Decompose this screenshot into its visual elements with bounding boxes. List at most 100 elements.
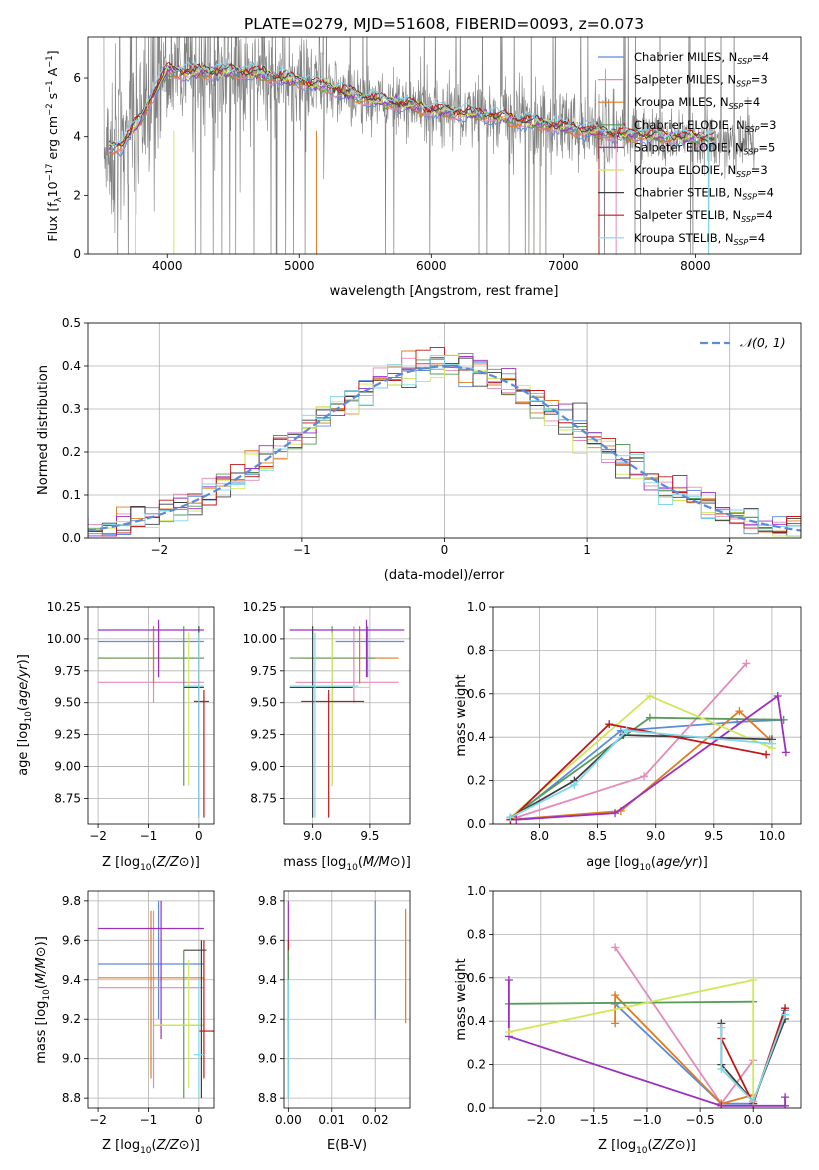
label-part: M/M⊙ [363, 855, 401, 870]
y-tick-label: 9.00 [250, 760, 277, 774]
legend-label: Chabrier STELIB, NSSP=4 [634, 186, 774, 202]
y-tick-label: 0.2 [62, 445, 81, 459]
y-label-part: erg cm [45, 116, 60, 164]
legend-text: =4 [748, 231, 765, 245]
label-sub: 10 [140, 1146, 152, 1156]
x-axis-label: E(B-V) [327, 1138, 367, 1153]
axes-spectrum: 4000 5000 6000 7000 8000 0 2 4 6 wavelength [Angs… [45, 36, 802, 299]
legend-text: =5 [758, 140, 775, 154]
ticks: 4000 5000 6000 7000 8000 0 2 4 6 [73, 71, 710, 273]
axes-age-vs-mass: 9.0 9.5 8.75 9.00 9.25 9.50 9.75 10.00 10.25 mass… [243, 600, 411, 873]
label-part: Z/Z⊙ [652, 1138, 686, 1153]
legend-label: Salpeter MILES, NSSP=3 [634, 73, 768, 89]
ticks: −2 −1 0 8.75 9.00 9.25 9.50 9.75 10.00 10.25 [47, 600, 203, 843]
normal-curve [88, 365, 801, 532]
x-tick-label: 8.0 [530, 829, 549, 843]
axes-weight-vs-Z: −2.0 −1.5 −1.0 −0.5 0.0 0.0 0.2 0.4 0.6 0.8 1.0 mas… [454, 884, 802, 1156]
y-tick-label: 9.00 [54, 760, 81, 774]
y-tick-label: 10.25 [243, 600, 277, 614]
y-tick-label: 8.75 [54, 791, 81, 805]
y-tick-label: 0.3 [62, 402, 81, 416]
x-tick-label: 0.01 [318, 1113, 345, 1127]
weight-marker [611, 991, 620, 1000]
weight-marker [781, 748, 790, 757]
weight-marker [742, 659, 751, 668]
weight-line-salpeter-elodie [516, 694, 787, 821]
axes-weight-vs-age: 8.0 8.5 9.0 9.5 10.0 0.0 0.2 0.4 0.6 0.8 1.0 mass w… [454, 600, 802, 873]
legend-label: Salpeter STELIB, NSSP=4 [634, 208, 773, 224]
x-tick-label: 2 [726, 543, 734, 557]
weight-marker [749, 1097, 758, 1106]
axes-frame [283, 890, 411, 1109]
plot-area [98, 619, 209, 818]
weight-marker [735, 707, 744, 716]
y-label-part: −1 [45, 55, 55, 68]
legend-text: Salpeter MILES, N [634, 73, 736, 87]
ticks: 0.00 0.01 0.02 8.8 9.0 9.2 9.4 9.6 9.8 [258, 894, 389, 1127]
y-tick-label: 9.4 [62, 973, 81, 987]
x-tick-label: −1 [293, 543, 311, 557]
y-tick-label: 0.0 [62, 531, 81, 545]
y-axis-label: mass [log10(M/M⊙)] [34, 936, 52, 1064]
label-part: )] [401, 855, 411, 870]
weight-marker [781, 1093, 790, 1102]
legend-text: =4 [752, 50, 769, 64]
label-part: ( [152, 855, 157, 870]
plot-area [88, 346, 801, 537]
plot-area [98, 900, 214, 1099]
label-part: Z/Z⊙ [156, 855, 190, 870]
label-part: Z [log [102, 1138, 140, 1153]
label-part: ( [16, 706, 31, 711]
weight-marker [749, 975, 758, 984]
model-line-kroupa-elodie [108, 64, 715, 148]
weight-marker [645, 713, 654, 722]
label-part: age [log [16, 723, 31, 776]
label-part: )] [698, 855, 708, 870]
y-label-part: λ [54, 197, 64, 202]
model-line-kroupa-stelib [108, 60, 715, 149]
weight-marker [605, 720, 614, 729]
legend-text: Kroupa ELODIE, N [634, 163, 736, 177]
x-axis-label: Z [log10(Z/Z⊙)] [598, 1138, 696, 1156]
x-tick-label: −2.0 [526, 1113, 555, 1127]
x-tick-label: 0.0 [744, 1113, 763, 1127]
weight-marker [645, 691, 654, 700]
y-axis-label: mass weight [454, 958, 469, 1040]
label-sub: 10 [42, 989, 52, 1001]
legend-text: =4 [743, 95, 760, 109]
model-line-salpeter-miles [108, 69, 715, 155]
y-tick-label: 9.4 [258, 973, 277, 987]
figure-title: PLATE=0279, MJD=51608, FIBERID=0093, z=0… [244, 15, 644, 33]
label-part: age/yr [656, 855, 699, 870]
label-part: M/M⊙ [34, 946, 49, 984]
legend-text: =3 [751, 163, 768, 177]
legend-text: Kroupa STELIB, N [634, 231, 734, 245]
y-tick-label: 0.4 [467, 1014, 486, 1028]
y-tick-label: 0.4 [62, 359, 81, 373]
axes-age-vs-Z: −2 −1 0 8.75 9.00 9.25 9.50 9.75 10.00 10.25 Z [lo… [16, 600, 215, 873]
y-tick-label: 9.0 [62, 1052, 81, 1066]
x-tick-label: 9.5 [360, 829, 379, 843]
model-line-kroupa-miles [108, 67, 715, 157]
y-tick-label: 9.50 [54, 696, 81, 710]
weight-line-chabrier-elodie [508, 1000, 754, 1005]
y-label-part: −1 [45, 80, 55, 93]
axes-frame [87, 36, 802, 255]
histogram-kroupa-stelib [88, 354, 801, 533]
label-sub: 10 [639, 863, 651, 873]
y-tick-label: 2 [73, 188, 81, 202]
y-tick-label: 10.25 [47, 600, 81, 614]
legend-sub: SSP [736, 170, 751, 179]
x-axis-label: Z [log10(Z/Z⊙)] [102, 855, 200, 873]
legend-sub: SSP [745, 125, 760, 134]
y-tick-label: 1.0 [467, 884, 486, 898]
label-part: Z/Z⊙ [156, 1138, 190, 1153]
label-part: ( [648, 1138, 653, 1153]
weight-marker [611, 809, 620, 818]
plot-area [287, 900, 407, 1099]
legend-text: Salpeter ELODIE, N [634, 140, 744, 154]
legend-sub: SSP [741, 215, 756, 224]
x-tick-label: 9.0 [303, 829, 322, 843]
y-tick-label: 9.6 [62, 933, 81, 947]
